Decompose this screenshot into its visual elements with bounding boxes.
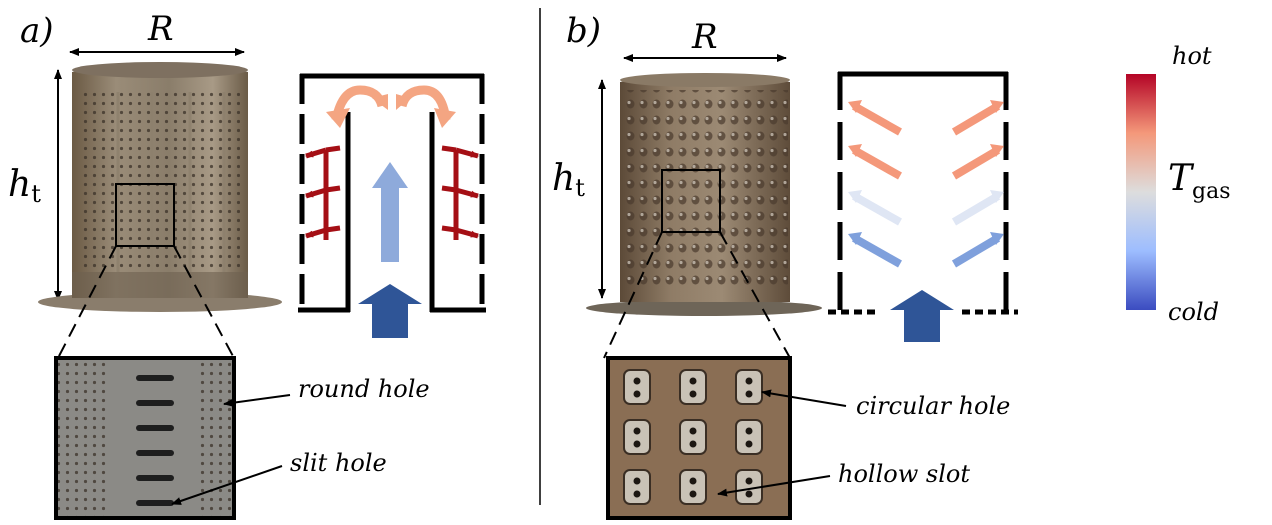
radius-label-a: R — [147, 9, 174, 49]
height-label-b: ht — [552, 158, 585, 202]
radius-label-b: R — [691, 17, 718, 57]
colorbar-symbol: Tgas — [1168, 158, 1231, 204]
burner-photo-a — [38, 62, 282, 312]
callout-hollow-slot: hollow slot — [838, 460, 970, 488]
wall-flow-arrows-a-left — [305, 145, 341, 240]
callout-round-hole: round hole — [298, 375, 430, 403]
schematic-a — [298, 73, 486, 313]
schematic-b — [828, 71, 1018, 315]
panel-a-label: a) — [20, 11, 54, 51]
inset-photo-a — [54, 356, 236, 520]
core-flow-arrow-a — [372, 162, 408, 262]
inlet-arrow-b — [890, 290, 954, 342]
inlet-arrow-a — [358, 284, 422, 338]
panel-b-label: b) — [566, 11, 601, 51]
wall-flow-arrows-a-right — [441, 145, 479, 240]
callout-circular-hole: circular hole — [856, 392, 1010, 420]
colorbar — [1126, 74, 1156, 310]
zoom-box-a — [115, 183, 175, 247]
callout-slit-hole: slit hole — [290, 449, 387, 477]
colorbar-cold-label: cold — [1168, 298, 1219, 326]
height-label-a: ht — [8, 164, 41, 208]
zoom-box-b — [661, 169, 721, 233]
burner-photo-b — [586, 73, 822, 316]
flow-arrows-b — [852, 102, 1001, 268]
colorbar-hot-label: hot — [1172, 42, 1212, 70]
inset-photo-b — [606, 356, 792, 520]
